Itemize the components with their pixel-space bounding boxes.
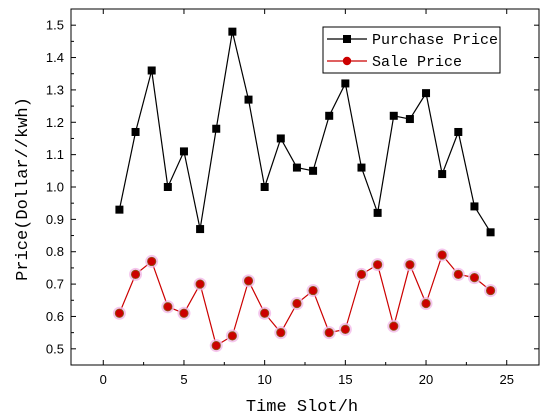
data-point [244, 95, 253, 104]
data-point [454, 127, 463, 136]
data-point [325, 111, 334, 120]
series-purchase-price [115, 27, 495, 237]
data-point [115, 205, 124, 214]
data-point [163, 302, 173, 312]
data-point [260, 308, 270, 318]
data-point [438, 170, 447, 179]
y-tick-label: 1.4 [46, 50, 64, 65]
data-point [147, 256, 157, 267]
data-point [356, 269, 367, 279]
data-point [276, 134, 285, 143]
data-point [163, 183, 172, 191]
data-point [228, 27, 237, 36]
data-point [260, 183, 269, 191]
data-point [292, 298, 302, 309]
y-tick-label: 1.1 [46, 147, 64, 162]
data-point [405, 115, 414, 124]
data-point [196, 225, 205, 234]
data-point [147, 66, 156, 75]
data-point [373, 208, 382, 217]
y-axis-title: Price(Dollar//kwh) [14, 97, 33, 281]
x-tick-label: 20 [419, 372, 433, 387]
data-point [130, 269, 141, 279]
y-tick-label: 1.0 [46, 180, 64, 195]
data-point [211, 340, 221, 351]
series-sale-price [112, 248, 498, 353]
data-point [389, 111, 398, 120]
y-tick-label: 0.6 [46, 309, 64, 324]
data-point [309, 166, 318, 175]
data-point [485, 285, 496, 296]
series-layer [112, 27, 498, 353]
data-point [292, 163, 301, 172]
y-tick-label: 0.7 [46, 277, 64, 292]
data-point [437, 250, 447, 260]
legend-label: Purchase Price [372, 32, 498, 49]
data-point [131, 127, 140, 136]
data-point [227, 331, 237, 341]
data-point [195, 279, 205, 289]
data-point [469, 273, 480, 283]
data-point [486, 228, 495, 237]
data-point [422, 89, 431, 98]
data-point [405, 260, 415, 270]
legend-label: Sale Price [372, 54, 462, 71]
legend-marker [343, 35, 351, 43]
data-point [212, 124, 221, 133]
data-point [114, 308, 125, 318]
series-line [118, 31, 492, 233]
data-point [341, 79, 350, 88]
x-axis-title: Time Slot/h [246, 398, 358, 417]
series-line [118, 253, 491, 347]
y-tick-label: 1.3 [46, 82, 64, 97]
y-tick-label: 1.5 [46, 18, 64, 33]
x-tick-label: 0 [100, 372, 107, 387]
axis-ticks: 0 5 10 15 20 25 0.5 0.6 0.7 0.8 0.9 1.0 1.1 1.2 1.3 1.4… [46, 9, 539, 387]
data-point [389, 321, 399, 331]
y-tick-label: 0.9 [46, 212, 64, 227]
legend-box [322, 26, 501, 74]
data-point [453, 269, 463, 279]
legend-marker [342, 56, 352, 66]
legend: Purchase Price Sale Price [322, 26, 501, 74]
y-tick-label: 0.5 [46, 341, 64, 356]
data-point [421, 298, 431, 309]
data-point [470, 202, 479, 211]
data-point [308, 285, 318, 296]
data-point [340, 324, 350, 334]
x-tick-label: 15 [338, 372, 352, 387]
data-point [276, 328, 286, 338]
data-point [324, 328, 334, 338]
x-tick-label: 10 [257, 372, 271, 387]
data-point [179, 147, 188, 156]
y-tick-label: 1.2 [46, 115, 64, 130]
data-point [373, 260, 383, 270]
data-point [179, 308, 189, 318]
y-tick-label: 0.8 [46, 244, 64, 259]
x-tick-label: 25 [499, 372, 513, 387]
data-point [243, 276, 254, 286]
data-point [357, 163, 366, 172]
x-tick-label: 5 [180, 372, 187, 387]
